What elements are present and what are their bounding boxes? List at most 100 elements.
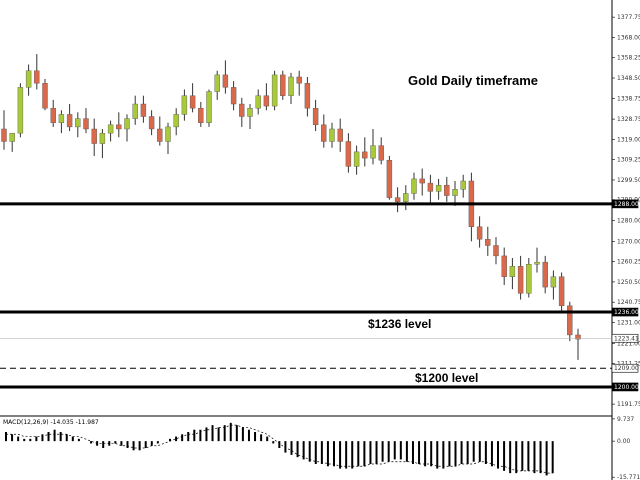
candle-body [148, 116, 155, 130]
price-tag-label: 1236.00 [614, 309, 639, 316]
candle-body [378, 145, 384, 161]
candle [91, 118, 97, 157]
candle [288, 72, 294, 105]
candle [34, 54, 40, 90]
candle [17, 83, 24, 138]
axis-tick-label: 1221.00 [617, 340, 640, 347]
candle [345, 133, 352, 173]
candle [567, 301, 573, 342]
candle-body [181, 95, 188, 115]
candle-body [452, 189, 458, 196]
candle [206, 89, 212, 127]
candle-body [444, 184, 450, 196]
candle [370, 128, 376, 165]
lines-layer [0, 202, 612, 389]
candle [173, 108, 179, 136]
candle [66, 104, 73, 132]
candle-body [411, 178, 417, 194]
candle-body [558, 276, 565, 307]
candle [99, 128, 106, 159]
candle-body [247, 107, 253, 117]
candle-body [91, 128, 97, 144]
candle-body [58, 114, 65, 123]
candle [435, 178, 442, 200]
axis-tick-label: 1328.75 [617, 116, 640, 123]
candle [296, 70, 302, 96]
candle-body [542, 261, 548, 288]
candle [312, 99, 319, 132]
candle-body [189, 95, 196, 109]
candle [230, 81, 237, 111]
candle [394, 187, 401, 213]
candle-body [157, 128, 163, 142]
axis-tick-label: 1358.25 [617, 55, 640, 62]
candle-body [75, 118, 81, 128]
candle-body [214, 74, 220, 92]
candle [116, 112, 122, 138]
candle-body [206, 91, 212, 123]
candle [239, 97, 245, 127]
candle [534, 247, 540, 273]
candle [493, 237, 499, 265]
candle-body [165, 126, 171, 142]
candle-body [222, 74, 229, 88]
candle-body [17, 87, 24, 134]
level-label-1236: $1236 level [368, 317, 431, 331]
candle [189, 83, 196, 113]
candle-body [132, 103, 138, 119]
candle-body [509, 266, 516, 277]
candle [157, 116, 163, 146]
price-tag [611, 363, 639, 373]
price-tag-label: 1200.00 [614, 384, 639, 391]
candle [321, 114, 327, 148]
axis-tick-label: 1319.00 [617, 136, 640, 143]
grid-layer [0, 0, 613, 480]
candle [42, 79, 48, 111]
candle-body [230, 87, 237, 105]
price-axis: 1377.75 1368.00 1358.25 1348.50 1338.75 1328.… [611, 14, 640, 408]
axis-tick-label: 1368.00 [617, 34, 640, 41]
candle [75, 112, 81, 138]
price-tag [611, 382, 639, 392]
candle-body [1, 128, 7, 142]
axis-tick-label: 1377.75 [617, 14, 640, 21]
candle [263, 83, 270, 111]
candle-body [296, 76, 302, 84]
candle-body [403, 193, 409, 202]
candle-body [25, 70, 32, 88]
macd-axis-label: -15.771 [617, 474, 640, 480]
candle [271, 70, 278, 111]
candle [509, 257, 516, 290]
candle-body [370, 145, 376, 159]
axis-tick-label: 1280.00 [617, 218, 640, 225]
candle [280, 70, 286, 100]
axis-tick-label: 1240.75 [617, 299, 640, 306]
candle [140, 95, 147, 123]
candle-body [42, 83, 48, 109]
axis-tick-label: 1231.00 [617, 319, 640, 326]
candle-body [337, 128, 343, 142]
candle-body [485, 239, 491, 246]
candle-body [476, 226, 483, 240]
candle [165, 122, 171, 154]
macd-signal-line [6, 424, 553, 474]
candle-body [353, 151, 360, 167]
candle-body [435, 184, 442, 192]
candle [362, 137, 368, 167]
candle [198, 101, 204, 127]
candle-body [288, 76, 294, 96]
candle-body [34, 70, 40, 84]
candle [452, 180, 458, 206]
candle [501, 247, 507, 286]
candle-body [329, 128, 335, 142]
candle [247, 104, 253, 129]
candle-body [99, 132, 106, 144]
price-tag-label: 1223.41 [614, 335, 639, 342]
candle-body [460, 180, 466, 190]
candle [1, 110, 7, 150]
candle-body [575, 334, 581, 340]
candle [476, 216, 483, 248]
candle-body [198, 107, 204, 123]
candle [550, 270, 557, 300]
